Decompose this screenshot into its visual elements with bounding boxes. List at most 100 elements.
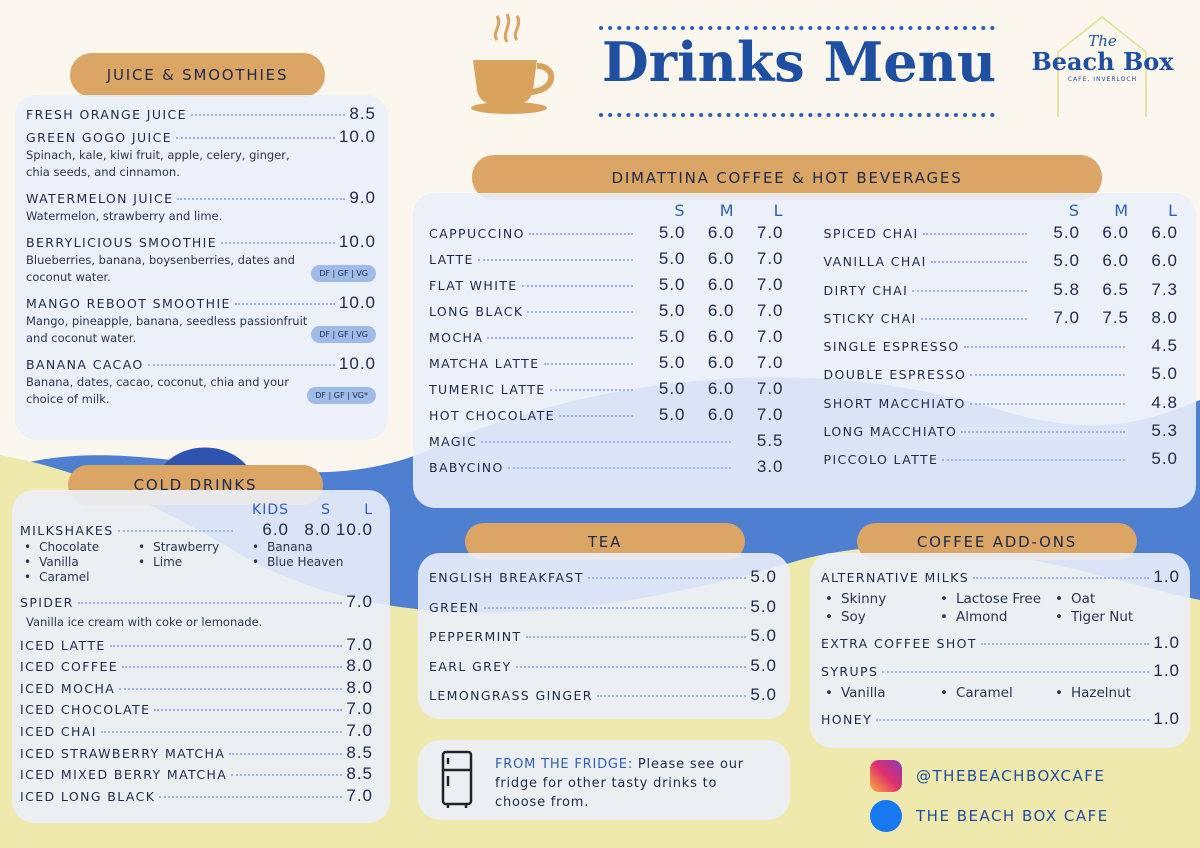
item-detail: Banana, dates, cacao, coconut, chia and … [26, 374, 376, 408]
size-header: KIDS S L [20, 502, 373, 520]
price: 6.0 [1102, 251, 1129, 271]
leader [922, 233, 1027, 235]
menu-row: MANGO REBOOT SMOOTHIE 10.0 [26, 293, 376, 313]
leader [521, 285, 633, 287]
section-title: JUICE & SMOOTHIES [70, 53, 325, 97]
price: 10.0 [338, 127, 376, 146]
price: 7.0 [346, 634, 373, 654]
price: 1.0 [1153, 661, 1180, 680]
menu-row: MILKSHAKES 6.0 8.0 10.0 [20, 520, 373, 540]
diet-tag: DF | GF | VG* [307, 387, 376, 404]
facebook-name: THE BEACH BOX CAFE [916, 807, 1109, 825]
item-name: LONG BLACK [429, 304, 524, 319]
menu-row: SPIDER 7.0 [20, 592, 373, 614]
option: Soy [821, 609, 936, 625]
leader [963, 346, 1125, 349]
option: Lactose Free [936, 591, 1051, 607]
item-desc: Watermelon, strawberry and lime. [26, 209, 223, 223]
menu-row: ICED MIXED BERRY MATCHA 8.5 [20, 764, 373, 786]
price: 4.5 [1151, 336, 1178, 356]
item-detail: Watermelon, strawberry and lime. [26, 208, 376, 225]
leader [912, 289, 1027, 292]
item-name: SPICED CHAI [823, 226, 919, 241]
menu-row: ICED MOCHA 8.0 [20, 678, 373, 700]
menu-row: LATTE 5.0 6.0 7.0 [429, 249, 784, 275]
menu-row: FRESH ORANGE JUICE 8.5 [26, 104, 376, 124]
facebook: THE BEACH BOX CAFE [870, 800, 1109, 832]
item-name: ICED CHOCOLATE [20, 702, 151, 718]
menu-row: ENGLISH BREAKFAST 5.0 [429, 567, 777, 597]
item-name: ICED CHAI [20, 723, 97, 739]
price: 6.0 [1102, 223, 1129, 242]
menu-item: GREEN GOGO JUICE 10.0 Spinach, kale, kiwi … [26, 127, 376, 181]
item-name: ICED LONG BLACK [20, 788, 156, 804]
price: 8.0 [1151, 307, 1178, 327]
menu-row: EARL GREY 5.0 [429, 656, 777, 686]
price: 9.0 [349, 188, 376, 207]
fridge-text: Please see our fridge for other tasty dr… [495, 757, 744, 810]
price: 8.0 [346, 677, 373, 697]
price: 5.0 [658, 301, 686, 320]
leader [119, 687, 343, 690]
price: 5.0 [1053, 223, 1080, 242]
menu-row: FLAT WHITE 5.0 6.0 7.0 [429, 275, 784, 301]
menu-item: WATERMELON JUICE 9.0 Watermelon, strawberr… [26, 188, 376, 225]
leader [942, 459, 1125, 462]
item-name: SPIDER [20, 595, 74, 610]
price: 5.0 [750, 685, 777, 704]
leader [234, 303, 335, 305]
menu-row: LONG BLACK 5.0 6.0 7.0 [429, 301, 784, 327]
option: Vanilla [20, 555, 134, 569]
item-name: MANGO REBOOT SMOOTHIE [26, 296, 231, 311]
size-label: S [674, 201, 686, 220]
item-desc: Mango, pineapple, banana, seedless passi… [26, 314, 308, 345]
item-name: GREEN GOGO JUICE [26, 130, 173, 145]
option-list: SkinnyLactose FreeOat SoyAlmondTiger Nut [821, 591, 1180, 625]
price: 4.8 [1151, 392, 1178, 412]
item-detail: Blueberries, banana, boysenberries, date… [26, 252, 376, 286]
leader [961, 431, 1125, 434]
diet-tag: DF | GF | VG [311, 265, 376, 282]
leader [930, 261, 1027, 264]
leader [876, 719, 1150, 721]
item-name: PICCOLO LATTE [823, 452, 939, 468]
price: 6.0 [1151, 251, 1178, 271]
menu-row: SYRUPS 1.0 [821, 661, 1180, 685]
price: 3.0 [756, 457, 784, 476]
item-name: DIRTY CHAI [823, 282, 909, 298]
price: 5.0 [750, 567, 777, 586]
price: 5.0 [658, 275, 686, 294]
menu-row: PICCOLO LATTE 5.0 [824, 449, 1179, 477]
item-detail: Mango, pineapple, banana, seedless passi… [26, 313, 376, 347]
item-name: ALTERNATIVE MILKS [821, 570, 970, 585]
leader [176, 137, 335, 139]
price: 6.0 [1151, 223, 1178, 242]
option: Lime [134, 555, 248, 569]
item-name: EARL GREY [429, 658, 512, 674]
price: 10.0 [338, 354, 376, 373]
price: 7.0 [756, 301, 784, 320]
price: 10.0 [338, 293, 376, 312]
menu-row: VANILLA CHAI 5.0 6.0 6.0 [824, 251, 1179, 279]
leader [481, 441, 731, 443]
instagram-icon [870, 760, 902, 792]
leader [528, 233, 633, 235]
item-detail: Spinach, kale, kiwi fruit, apple, celery… [26, 147, 376, 181]
price: 7.0 [756, 223, 784, 242]
leader [525, 636, 747, 638]
item-name: ICED MIXED BERRY MATCHA [20, 767, 228, 783]
logo-the: The [1088, 32, 1117, 50]
menu-row: GREEN 5.0 [429, 597, 777, 627]
price: 8.0 [304, 520, 331, 539]
price: 5.0 [658, 353, 686, 372]
leader [920, 317, 1027, 320]
option: Vanilla [821, 685, 936, 701]
menu-item: FRESH ORANGE JUICE 8.5 [26, 104, 376, 124]
item-name: BERRYLICIOUS SMOOTHIE [26, 235, 218, 250]
price: 5.0 [658, 405, 686, 424]
size-label: L [773, 201, 784, 220]
price: 5.0 [658, 223, 686, 242]
fridge-note: FROM THE FRIDGE: Please see our fridge f… [495, 755, 765, 812]
menu-row: GREEN GOGO JUICE 10.0 [26, 127, 376, 147]
leader [970, 374, 1125, 377]
